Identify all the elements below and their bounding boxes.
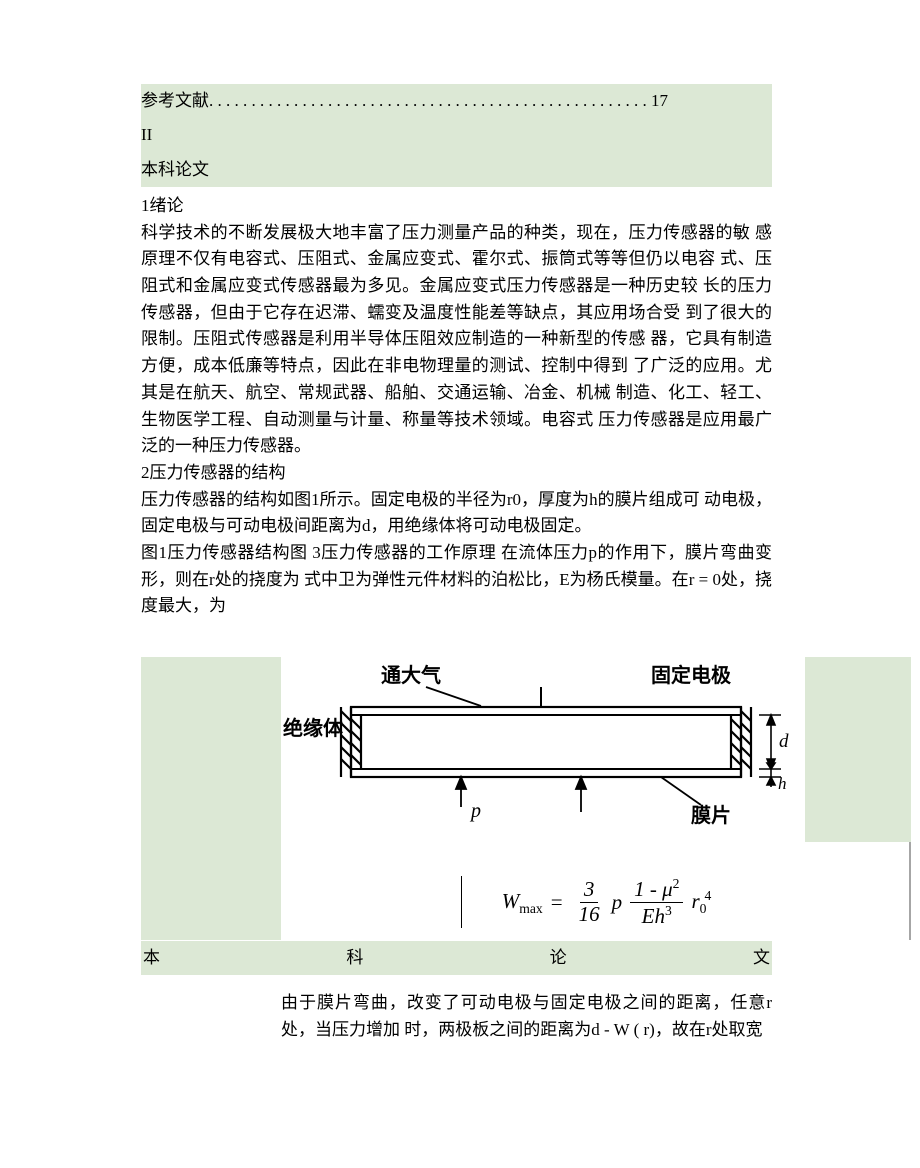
thesis-label-spaced: 本 科 论 文: [141, 941, 772, 975]
section-2-body: 压力传感器的结构如图1所示。固定电极的半径为r0，厚度为h的膜片组成可 动电极，…: [141, 487, 772, 540]
formula-left-pad: [141, 842, 281, 940]
formula-lhs: Wmax: [502, 885, 543, 919]
formula-frac2: 1 - μ2 Eh3: [630, 876, 683, 927]
section-3-body: 图1压力传感器结构图 3压力传感器的工作原理 在流体压力p的作用下，膜片弯曲变形…: [141, 540, 772, 620]
formula-wmax: Wmax = 3 16 p 1 - μ2 Eh3 r04: [461, 876, 751, 928]
formula-right-border: [909, 842, 911, 940]
roman-numeral: II: [141, 118, 772, 152]
formula-p: p: [612, 886, 623, 919]
spaced-c3: 论: [550, 945, 567, 971]
spaced-c1: 本: [143, 945, 160, 971]
formula-row: Wmax = 3 16 p 1 - μ2 Eh3 r04: [141, 858, 911, 941]
after-formula-text: 由于膜片弯曲，改变了可动电极与固定电极之间的距离，任意r处，当压力增加 时，两极…: [281, 990, 772, 1043]
formula-r: r04: [691, 885, 711, 919]
label-d: d: [779, 731, 789, 752]
formula-frac1: 3 16: [575, 878, 604, 925]
section-2-heading: 2压力传感器的结构: [141, 460, 772, 487]
toc-references: 参考文献. . . . . . . . . . . . . . . . . . …: [141, 84, 772, 118]
section-1-block: 1绪论 科学技术的不断发展极大地丰富了压力测量产品的种类，现在，压力传感器的敏 …: [141, 187, 772, 624]
figure-left-pad: [141, 657, 281, 842]
spaced-c2: 科: [346, 945, 363, 971]
label-atmosphere: 通大气: [381, 663, 441, 687]
spaced-c4: 文: [753, 945, 770, 971]
label-h: h: [778, 774, 787, 793]
figure-right-pad: [805, 657, 911, 842]
label-fixed-electrode: 固定电极: [651, 663, 732, 687]
figure-1-row: 通大气 固定电极 绝缘体 d: [141, 657, 911, 842]
label-membrane: 膜片: [690, 803, 731, 827]
label-p: p: [469, 800, 481, 822]
label-insulator: 绝缘体: [283, 716, 344, 740]
figure-1-diagram: 通大气 固定电极 绝缘体 d: [281, 657, 805, 842]
section-1-body: 科学技术的不断发展极大地丰富了压力测量产品的种类，现在，压力传感器的敏 感原理不…: [141, 220, 772, 460]
section-1-heading: 1绪论: [141, 193, 772, 220]
thesis-label-top: 本科论文: [141, 153, 772, 187]
